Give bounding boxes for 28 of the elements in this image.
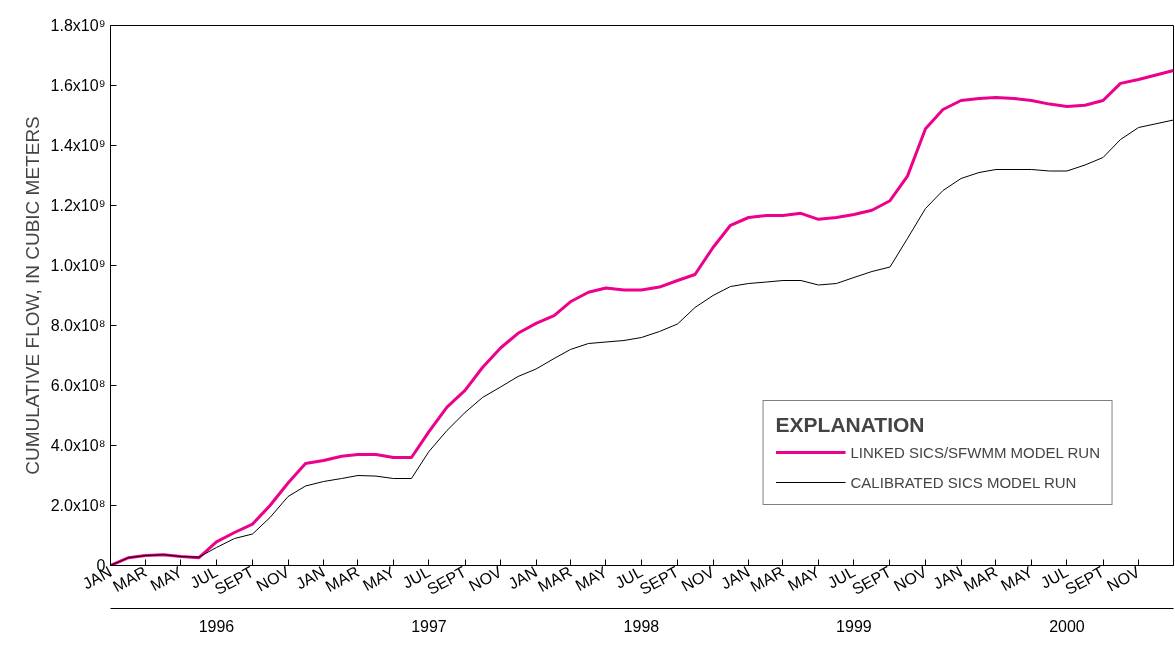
x-tick-label: MAY — [572, 562, 611, 595]
x-tick-label: NOV — [253, 562, 293, 595]
x-tick-label: MAY — [147, 562, 186, 595]
text: 1999 — [836, 617, 872, 635]
y-axis-title: CUMULATIVE FLOW, IN CUBIC METERS — [21, 116, 43, 475]
y-tick-label: 1.6x10⁹ — [50, 77, 106, 94]
text: 1998 — [623, 617, 660, 635]
legend-label: CALIBRATED SICS MODEL RUN — [850, 473, 1077, 491]
x-tick-label: NOV — [678, 562, 718, 595]
y-tick-label: 1.2x10⁹ — [50, 197, 106, 214]
y-tick-label: 4.0x10⁸ — [50, 437, 106, 454]
text: 2000 — [1049, 617, 1085, 635]
y-tick-label: 1.8x10⁹ — [50, 17, 106, 34]
y-tick-label: 1.4x10⁹ — [50, 137, 106, 154]
text: 1997 — [411, 617, 447, 635]
x-tick-label: NOV — [1104, 562, 1143, 595]
x-tick-label: MAY — [998, 562, 1036, 595]
x-tick-label: NOV — [466, 562, 505, 595]
x-tick-label: MAY — [784, 562, 823, 595]
legend-label: LINKED SICS/SFWMM MODEL RUN — [850, 443, 1100, 461]
x-tick-label: MAY — [359, 562, 398, 595]
y-tick-label: 1.0x10⁹ — [50, 257, 106, 274]
y-tick-label: 2.0x10⁸ — [50, 497, 106, 514]
y-tick-label: 6.0x10⁸ — [50, 377, 106, 394]
x-tick-label: NOV — [891, 562, 930, 595]
text: 1996 — [198, 617, 235, 635]
y-tick-label: 8.0x10⁸ — [50, 317, 106, 334]
legend-title: EXPLANATION — [775, 413, 926, 437]
